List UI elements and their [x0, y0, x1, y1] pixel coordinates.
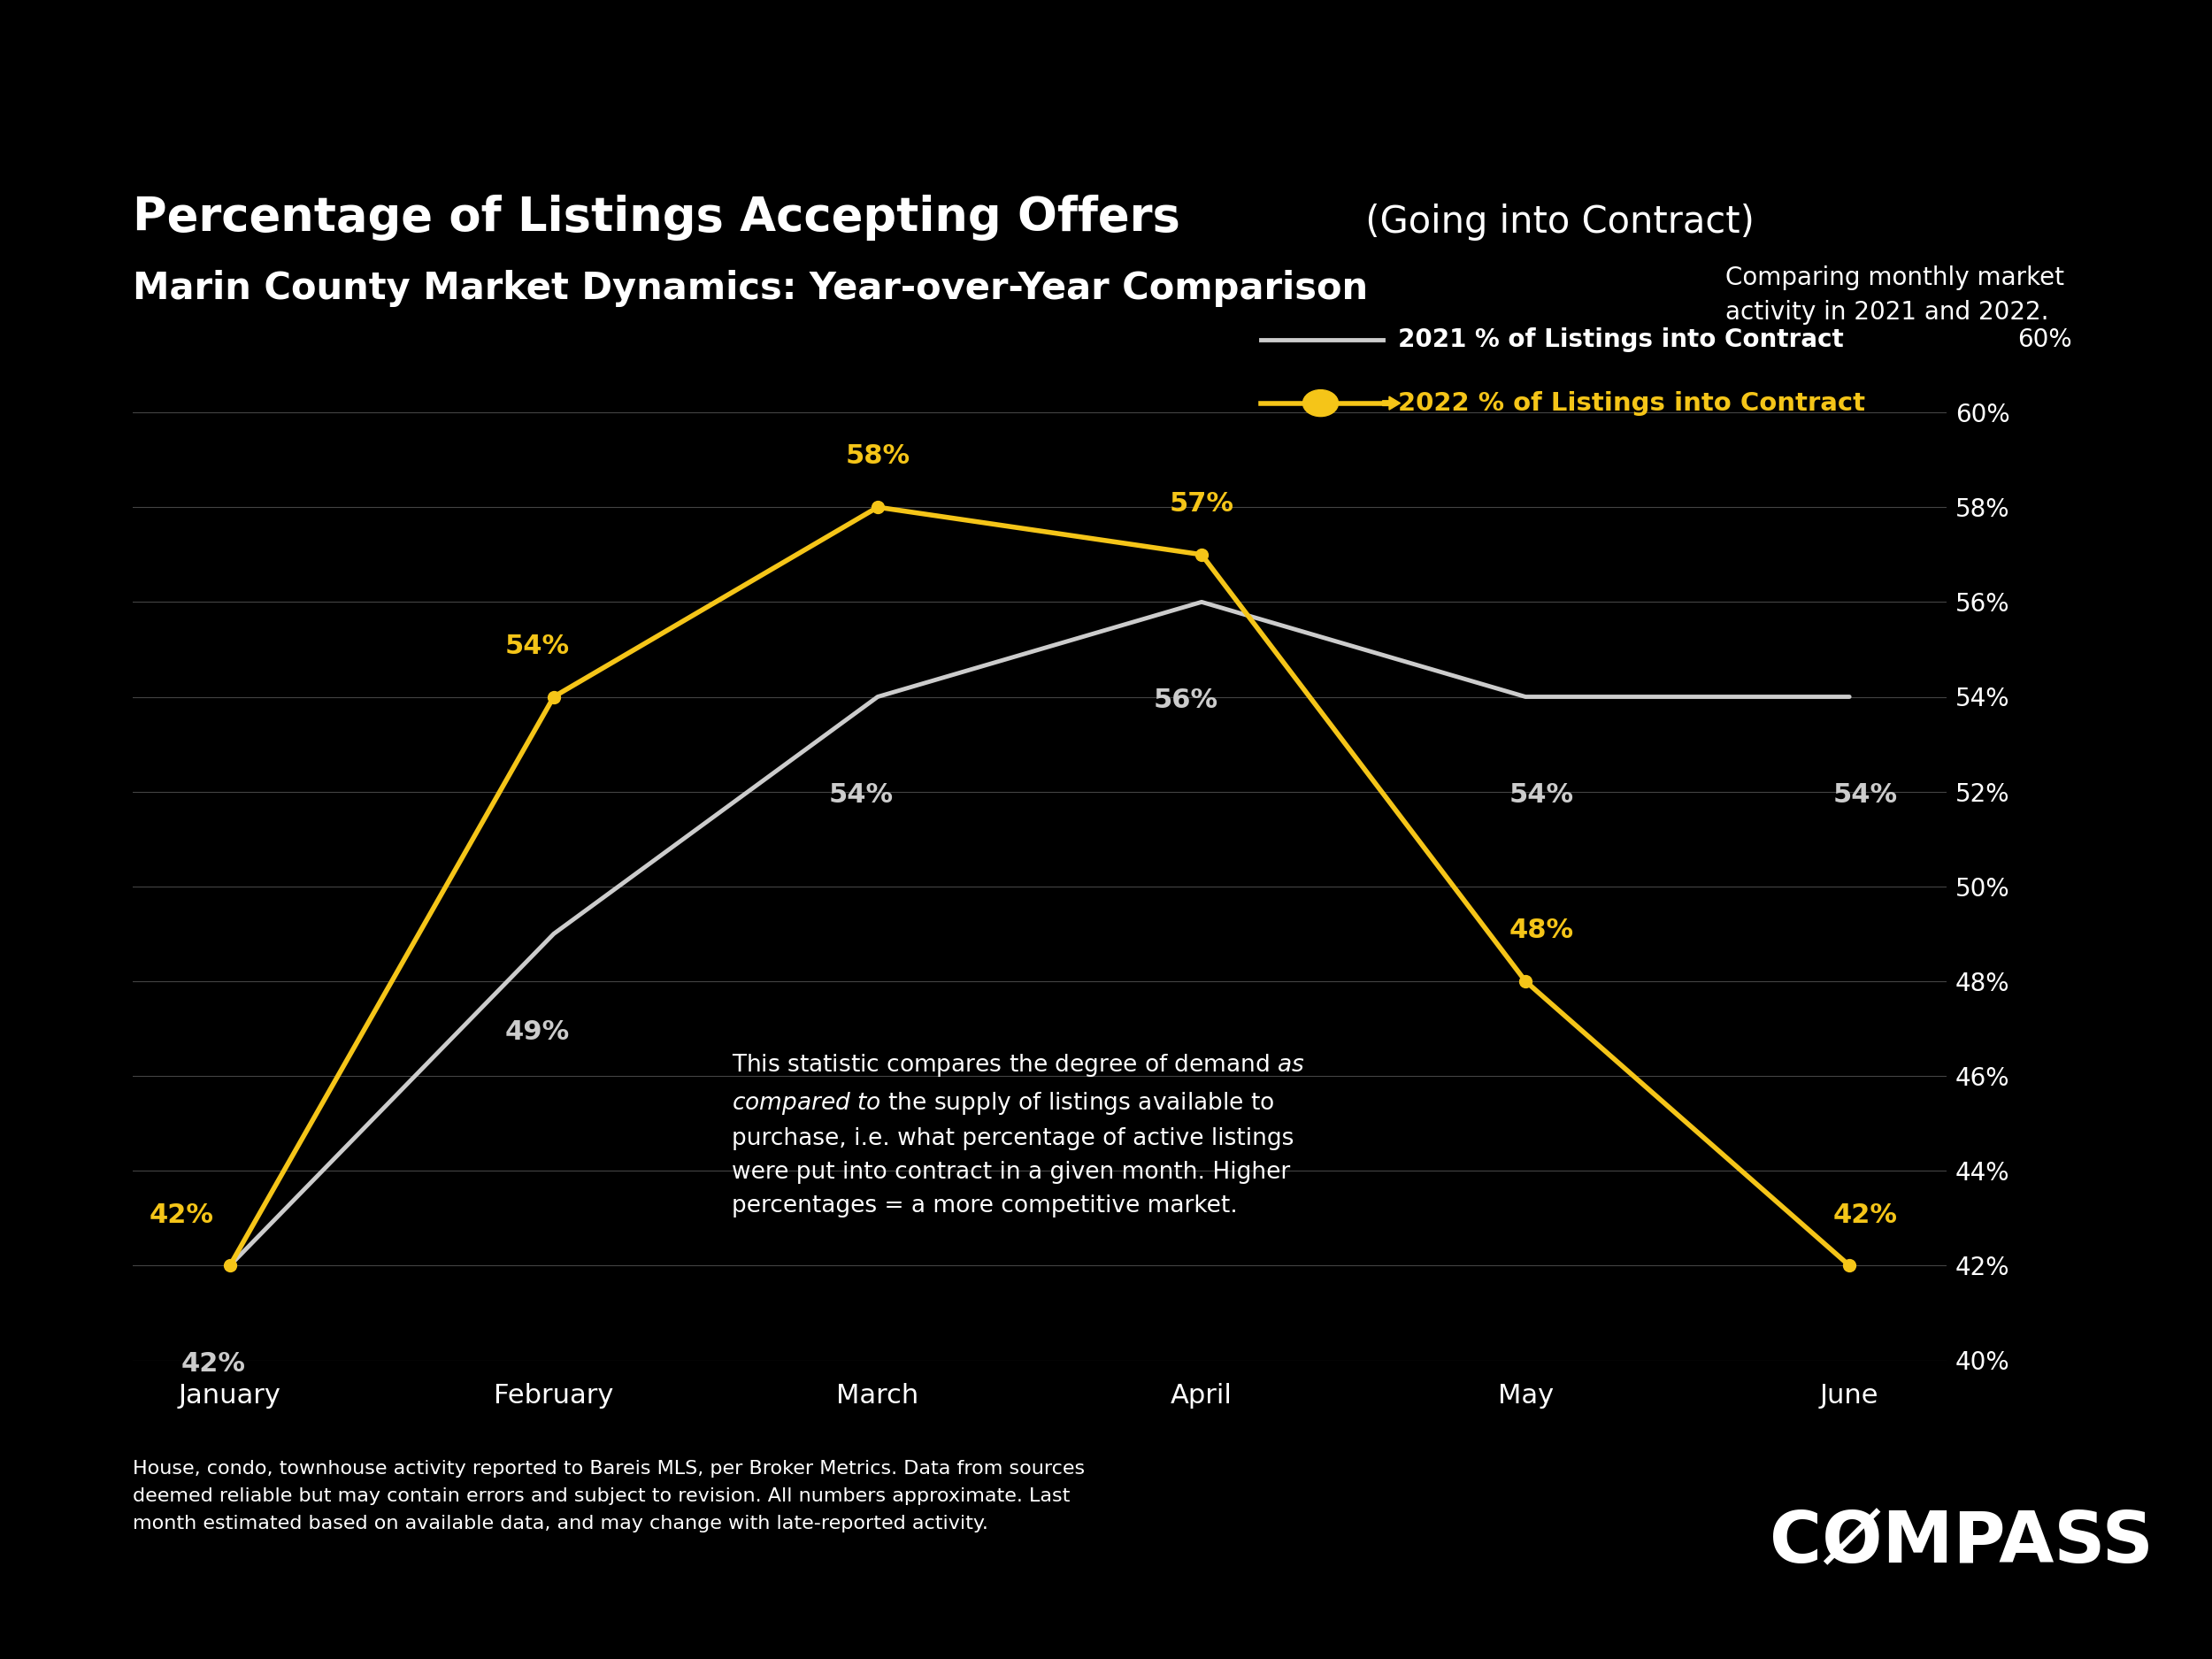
Text: 49%: 49%	[504, 1019, 571, 1045]
Text: Percentage of Listings Accepting Offers: Percentage of Listings Accepting Offers	[133, 194, 1181, 241]
Text: House, condo, townhouse activity reported to Bareis MLS, per Broker Metrics. Dat: House, condo, townhouse activity reporte…	[133, 1460, 1084, 1533]
Text: 54%: 54%	[830, 781, 894, 808]
Text: Marin County Market Dynamics: Year-over-Year Comparison: Marin County Market Dynamics: Year-over-…	[133, 270, 1367, 307]
Text: 57%: 57%	[1170, 491, 1234, 516]
Text: Comparing monthly market
activity in 2021 and 2022.: Comparing monthly market activity in 202…	[1725, 265, 2064, 325]
Text: 58%: 58%	[845, 443, 909, 469]
Text: 54%: 54%	[1834, 781, 1898, 808]
Text: 56%: 56%	[1152, 687, 1219, 713]
Text: 42%: 42%	[1834, 1203, 1898, 1228]
Text: 42%: 42%	[148, 1203, 215, 1228]
Text: 2021 % of Listings into Contract: 2021 % of Listings into Contract	[1398, 328, 1845, 352]
Text: This statistic compares the degree of demand $\it{as}$
$\it{compared\ to}$ the s: This statistic compares the degree of de…	[732, 1052, 1305, 1218]
Text: 2022 % of Listings into Contract: 2022 % of Listings into Contract	[1398, 392, 1865, 415]
Text: CØMPASS: CØMPASS	[1770, 1508, 2154, 1578]
Text: 60%: 60%	[2017, 328, 2073, 352]
Text: 54%: 54%	[1509, 781, 1575, 808]
Text: (Going into Contract): (Going into Contract)	[1354, 204, 1754, 241]
Text: 48%: 48%	[1509, 917, 1575, 944]
Text: 42%: 42%	[181, 1350, 246, 1377]
Text: 54%: 54%	[504, 634, 571, 659]
